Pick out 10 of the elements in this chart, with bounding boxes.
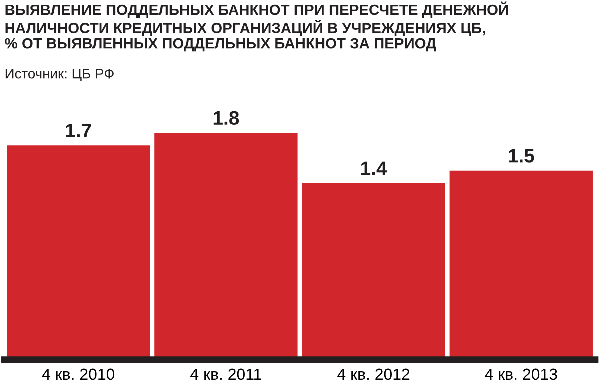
data-label: 1.7: [66, 124, 92, 138]
data-label: 1.8: [214, 111, 240, 126]
data-label: 1.4: [362, 162, 388, 176]
x-tick-label: 4 кв. 2010: [42, 368, 115, 380]
chart-title: ВЫЯВЛЕНИЕ ПОДДЕЛЬНЫХ БАНКНОТ ПРИ ПЕРЕСЧЕТЕ ДЕНЕЖНОЙ НАЛИЧНОСТИ КРЕДИТНЫХ ОРГАНИЗАЦИЙ В УЧРЕЖДЕНИЯХ ЦБ, % ОТ ВЫЯВЛЕННЫХ ПОДДЕЛЬНЫХ БАНКНОТ ЗА ПЕРИОД: [5, 2, 508, 52]
x-tick-label: 4 кв. 2011: [190, 368, 262, 380]
data-label: 1.5: [509, 149, 534, 163]
x-tick-label: 4 кв. 2012: [338, 368, 410, 380]
text: Источник: ЦБ РФ: [6, 69, 114, 82]
x-tick-label: 4 кв. 2013: [485, 368, 558, 380]
